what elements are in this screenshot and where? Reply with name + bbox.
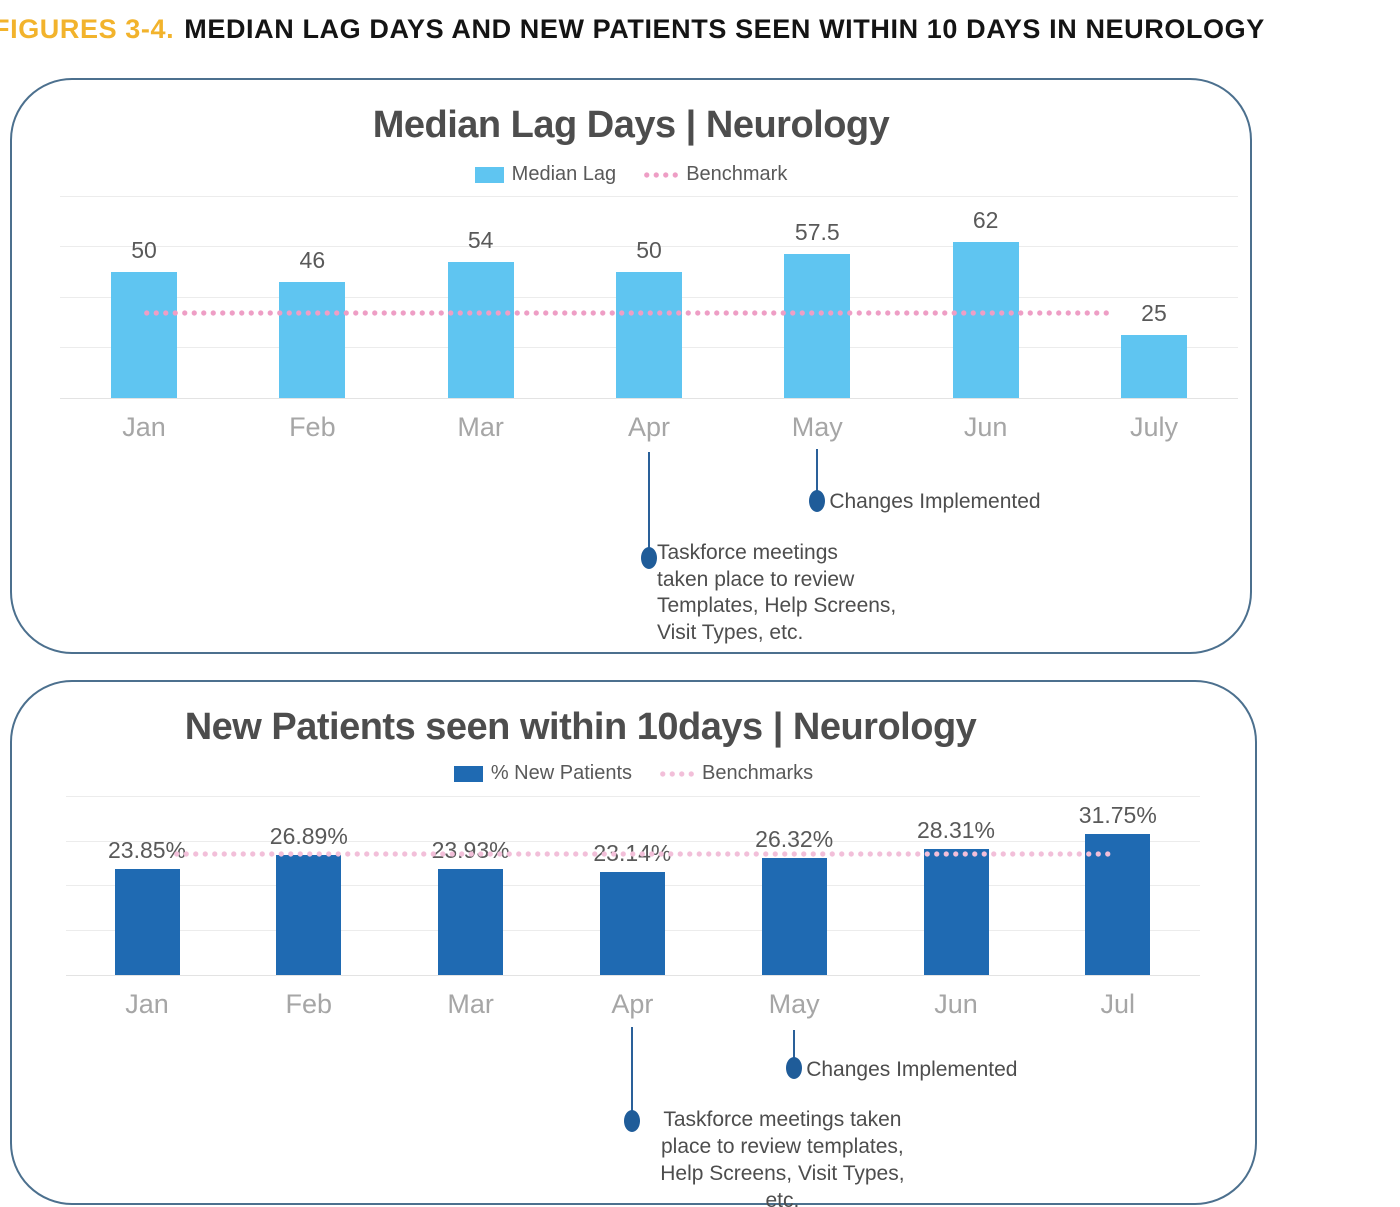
value-label: 54 <box>467 227 494 254</box>
annotation-dot-icon <box>786 1057 803 1079</box>
gridline <box>60 246 1238 248</box>
bar-jan <box>111 272 177 398</box>
bar-jun <box>952 242 1019 398</box>
annotation-text-line: Taskforce meetings <box>656 541 838 564</box>
x-axis-label-mar: Mar <box>457 412 504 442</box>
annotation-text: Changes Implemented <box>829 489 1149 516</box>
value-label: 26.89% <box>269 823 348 850</box>
gridline <box>66 840 1200 842</box>
value-label: 28.31% <box>916 817 995 844</box>
bar-may <box>784 253 851 398</box>
figure-heading: FIGURES 3-4. MEDIAN LAG DAYS AND NEW PATI… <box>0 14 1373 45</box>
x-axis-label-jul: Jul <box>1100 989 1136 1019</box>
value-label: 46 <box>299 247 326 274</box>
chart-legend: Median Lag Benchmark <box>12 163 1250 186</box>
plot-area: 50 46 54 50 57.5 62 25 <box>60 196 1238 399</box>
x-axis-label-jun: Jun <box>934 989 978 1019</box>
value-label: 31.75% <box>1078 801 1157 828</box>
x-axis-label-jan: Jan <box>125 989 169 1019</box>
gridline <box>66 796 1200 797</box>
annotation-text-line: Taskforce meetings taken <box>663 1108 902 1131</box>
annotation-text: Taskforce meetings taken place to review T… <box>657 540 917 646</box>
value-label: 50 <box>131 237 157 264</box>
bar-feb <box>279 282 346 398</box>
bar-apr <box>599 872 665 975</box>
value-label: 23.85% <box>107 836 186 863</box>
bar-july <box>1120 335 1187 398</box>
legend-square-swatch-icon <box>453 765 483 782</box>
value-label: 62 <box>972 207 999 234</box>
benchmark-line <box>142 309 1110 316</box>
annotation-text-line: Changes Implemented <box>829 490 1041 513</box>
figure-title: MEDIAN LAG DAYS AND NEW PATIENTS SEEN WI… <box>184 14 1265 44</box>
legend-square-swatch-icon <box>474 166 504 183</box>
value-label: 26.32% <box>755 825 834 852</box>
plot-area: 23.85%26.89%23.93%23.14%26.32%28.31%31.7… <box>66 796 1200 976</box>
benchmark-line <box>172 850 1112 857</box>
annotation-text-line: Changes Implemented <box>806 1058 1018 1081</box>
bar-mar <box>447 262 514 398</box>
legend-label: Benchmarks <box>702 762 814 784</box>
annotation-text-line: Help Screens, Visit Types, etc. <box>660 1162 905 1207</box>
annotation-text-line: Visit Types, etc. <box>656 620 804 644</box>
x-axis-label-mar: Mar <box>447 989 494 1019</box>
annotation-connector-line <box>631 1027 634 1111</box>
x-axis-label-may: May <box>791 412 843 442</box>
median-lag-chart-card: Median Lag Days | Neurology Median Lag Be… <box>10 78 1252 654</box>
gridline <box>60 196 1238 197</box>
x-axis-label-jan: Jan <box>122 412 166 442</box>
legend-item: Median Lag <box>474 163 617 186</box>
legend-item: Benchmarks <box>658 762 813 785</box>
annotation-dot-icon <box>640 547 657 569</box>
annotation-text-line: place to review templates, <box>660 1135 904 1158</box>
value-label: 57.5 <box>794 218 840 245</box>
legend-label: Median Lag <box>511 163 617 185</box>
new-patients-chart-card: New Patients seen within 10days | Neurol… <box>10 680 1257 1207</box>
x-axis-label-july: July <box>1129 412 1178 442</box>
annotation-connector-line <box>816 449 819 492</box>
value-label: 50 <box>636 237 662 264</box>
annotation-dot-icon <box>624 1110 641 1132</box>
chart-title: New Patients seen within 10days | Neurol… <box>184 706 977 748</box>
legend-item: % New Patients <box>453 762 632 785</box>
legend-item: Benchmark <box>642 163 787 186</box>
bar-jan <box>114 868 180 975</box>
value-label: 23.93% <box>431 836 510 863</box>
bar-jul <box>1085 833 1151 975</box>
annotation-text: Taskforce meetings taken place to review … <box>648 1106 916 1207</box>
annotation-connector-line <box>793 1030 796 1059</box>
annotation-text-line: Templates, Help Screens, <box>656 594 897 617</box>
bar-mar <box>438 868 504 975</box>
x-axis-label-feb: Feb <box>285 989 333 1019</box>
x-axis-label-may: May <box>768 989 820 1019</box>
x-axis-label-jun: Jun <box>963 412 1008 442</box>
x-axis-label-apr: Apr <box>627 412 670 442</box>
figure-number: FIGURES 3-4. <box>0 14 175 44</box>
legend-label: % New Patients <box>490 762 632 784</box>
annotation-connector-line <box>647 452 650 548</box>
value-label: 25 <box>1141 300 1167 327</box>
bar-apr <box>615 272 682 398</box>
bar-feb <box>276 855 342 975</box>
annotation-text-line: taken place to review <box>656 567 855 591</box>
legend-label: Benchmark <box>686 163 788 185</box>
x-axis-label-feb: Feb <box>289 412 336 442</box>
x-axis-label-apr: Apr <box>611 989 654 1019</box>
annotation-dot-icon <box>809 490 826 512</box>
annotation-text: Changes Implemented <box>806 1056 1126 1083</box>
bar-may <box>761 857 827 975</box>
chart-title: Median Lag Days | Neurology <box>372 104 890 146</box>
legend-dots-swatch-icon <box>658 770 694 777</box>
chart-legend: % New Patients Benchmarks <box>12 762 1255 785</box>
bar-jun <box>923 849 989 975</box>
legend-dots-swatch-icon <box>642 171 679 178</box>
